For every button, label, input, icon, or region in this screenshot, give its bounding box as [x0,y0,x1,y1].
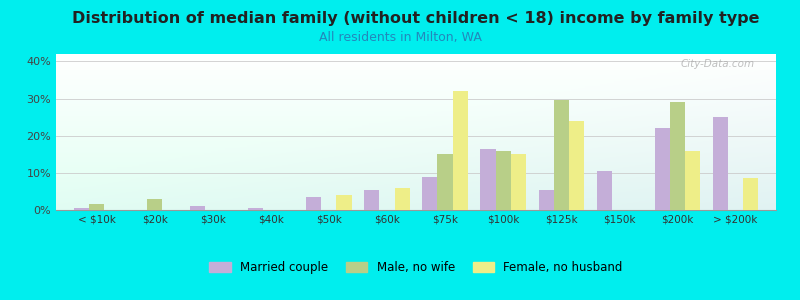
Bar [453,91,468,210]
Bar [743,178,758,210]
Bar [510,154,526,210]
Bar [481,149,495,210]
Title: Distribution of median family (without children < 18) income by family type: Distribution of median family (without c… [72,11,760,26]
Bar [306,197,322,210]
Legend: Married couple, Male, no wife, Female, no husband: Married couple, Male, no wife, Female, n… [205,256,627,279]
Bar [190,206,206,210]
Text: All residents in Milton, WA: All residents in Milton, WA [318,32,482,44]
Bar [554,100,569,210]
Bar [597,171,612,210]
Text: City-Data.com: City-Data.com [680,59,754,69]
Bar [89,204,104,210]
Bar [337,195,351,210]
Bar [364,190,379,210]
Bar [147,199,162,210]
Bar [670,102,685,210]
Bar [422,177,438,210]
Bar [654,128,670,210]
Bar [538,190,554,210]
Bar [713,117,728,210]
Bar [438,154,453,210]
Bar [685,151,700,210]
Bar [569,121,584,210]
Bar [495,151,510,210]
Bar [74,208,89,210]
Bar [394,188,410,210]
Bar [248,208,263,210]
